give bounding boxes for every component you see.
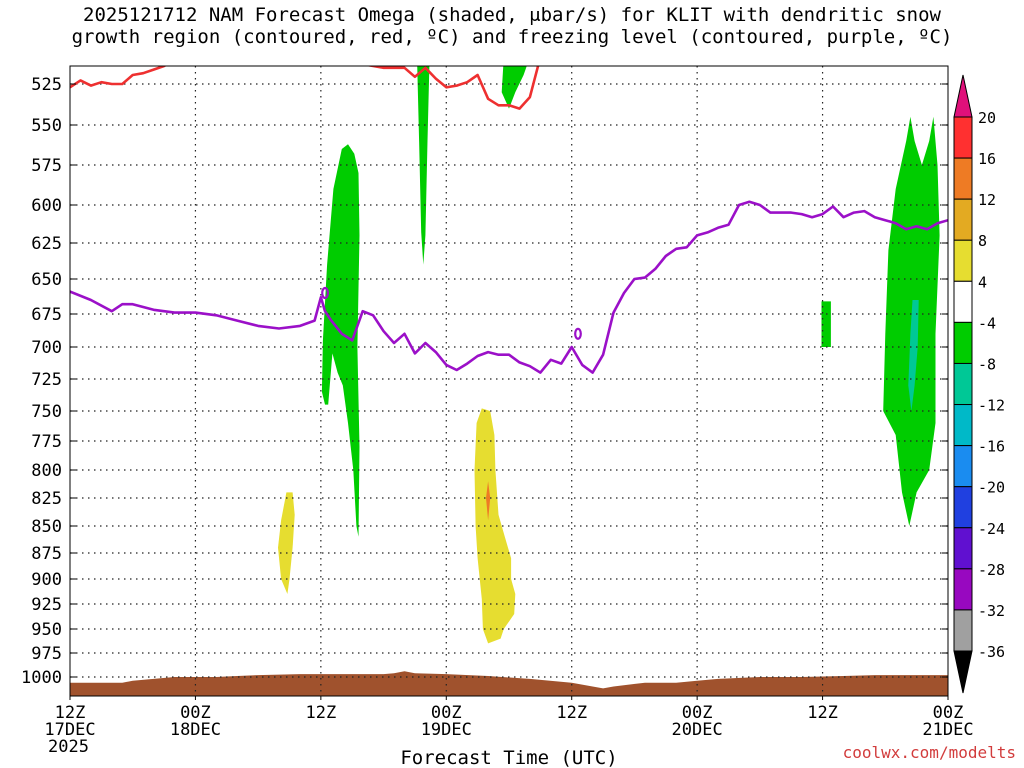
freezing-level-line <box>70 200 948 374</box>
y-tick-label-575: 575 <box>31 156 62 176</box>
omega-region-orange-core-03z-19dec <box>486 481 491 521</box>
y-tick-label-725: 725 <box>31 370 62 390</box>
colorbar-swatch-11 <box>953 527 973 570</box>
y-tick-label-1000: 1000 <box>21 668 62 688</box>
omega-region-green-band-12z-18z-18dec <box>321 144 360 537</box>
y-tick-label-850: 850 <box>31 517 62 537</box>
x-tick-label-48-1: 12Z <box>556 703 587 723</box>
colorbar-swatch-9 <box>953 445 973 488</box>
y-tick-label-950: 950 <box>31 620 62 640</box>
y-tick-label-975: 975 <box>31 644 62 664</box>
colorbar-swatch-3 <box>953 198 973 241</box>
colorbar-label-neg24: -24 <box>978 520 1005 538</box>
y-tick-label-550: 550 <box>31 116 62 136</box>
x-tick-label-84-2: 21DEC <box>922 720 973 740</box>
colorbar-label-20: 20 <box>978 109 996 127</box>
x-tick-label-36-1: 00Z <box>431 703 462 723</box>
colorbar-label-neg16: -16 <box>978 438 1005 456</box>
terrain <box>70 671 948 696</box>
colorbar-swatch-7 <box>953 362 973 406</box>
title-line-2: growth region (contoured, red, ºC) and f… <box>71 26 953 48</box>
y-axis: 525 550 575 600 625 650 675 700 725 750 775 800 825 8… <box>21 75 948 688</box>
omega-region-green-small-patch-12z-20dec <box>821 301 831 347</box>
colorbar-swatch-13 <box>953 609 973 652</box>
omega-region-green-streak-near-21z-18dec <box>417 66 430 265</box>
colorbar-swatch-10 <box>953 486 973 529</box>
colorbar-label-16: 16 <box>978 150 996 168</box>
x-tick-label-24-1: 12Z <box>305 703 336 723</box>
colorbar-swatch-6 <box>953 321 973 364</box>
credit-text: coolwx.com/modelts <box>842 743 1016 762</box>
y-tick-label-625: 625 <box>31 234 62 254</box>
colorbar: 20 16 12 8 4 -4 -8 -12 -16 -20 -24 -28 -32 -36 <box>953 74 1005 694</box>
x-tick-label-0-1: 12Z <box>55 703 86 723</box>
x-tick-label-60-1: 00Z <box>682 703 713 723</box>
omega-region-green-patch-aloft-03z-19dec <box>501 66 527 109</box>
grid <box>70 66 948 696</box>
colorbar-top-arrow <box>953 74 973 118</box>
colorbar-label-neg20: -20 <box>978 479 1005 497</box>
y-tick-label-750: 750 <box>31 402 62 422</box>
colorbar-label-neg32: -32 <box>978 602 1005 620</box>
y-tick-label-700: 700 <box>31 338 62 358</box>
x-tick-label-12-2: 18DEC <box>170 720 221 740</box>
colorbar-label-8: 8 <box>978 232 987 250</box>
terrain-fill <box>70 671 948 696</box>
x-tick-label-84-1: 00Z <box>933 703 964 723</box>
y-tick-label-775: 775 <box>31 432 62 452</box>
colorbar-swatch-2 <box>953 157 973 200</box>
x-tick-label-60-2: 20DEC <box>672 720 723 740</box>
dendritic-growth-line <box>70 66 540 110</box>
title-line-1: 2025121712 NAM Forecast Omega (shaded, μ… <box>83 4 941 26</box>
x-tick-label-0-3: 2025 <box>48 737 89 757</box>
colorbar-label-neg28: -28 <box>978 561 1005 579</box>
contour-lines <box>70 66 948 374</box>
colorbar-label-neg8: -8 <box>978 355 996 373</box>
omega-region-teal-core-18z-20dec <box>908 300 919 411</box>
colorbar-swatch-4 <box>953 239 973 282</box>
omega-region-yellow-column-03z-19dec <box>474 408 516 644</box>
colorbar-label-neg12: -12 <box>978 397 1005 415</box>
y-tick-label-825: 825 <box>31 489 62 509</box>
y-tick-label-925: 925 <box>31 595 62 615</box>
y-tick-label-525: 525 <box>31 75 62 95</box>
y-tick-label-900: 900 <box>31 570 62 590</box>
colorbar-swatch-12 <box>953 568 973 611</box>
freezing-level-loop-2 <box>574 327 582 340</box>
omega-shading <box>278 66 940 644</box>
x-axis-title: Forecast Time (UTC) <box>400 747 617 768</box>
x-tick-label-72-1: 12Z <box>807 703 838 723</box>
x-tick-label-36-2: 19DEC <box>421 720 472 740</box>
colorbar-swatch-5 <box>953 280 973 323</box>
colorbar-bottom-arrow <box>953 650 973 694</box>
colorbar-label-4: 4 <box>978 273 987 291</box>
colorbar-label-neg4: -4 <box>978 314 996 332</box>
y-tick-label-650: 650 <box>31 270 62 290</box>
y-tick-label-600: 600 <box>31 196 62 216</box>
colorbar-label-12: 12 <box>978 191 996 209</box>
x-tick-label-12-1: 00Z <box>180 703 211 723</box>
plot-frame <box>69 65 949 697</box>
freezing-level-loop-1 <box>321 286 329 300</box>
omega-region-yellow-patch-06z-18dec <box>278 492 295 594</box>
y-tick-label-675: 675 <box>31 305 62 325</box>
y-tick-label-875: 875 <box>31 544 62 564</box>
colorbar-label-neg36: -36 <box>978 643 1005 661</box>
x-tick-label-0-2: 17DEC <box>44 720 95 740</box>
y-tick-label-800: 800 <box>31 461 62 481</box>
colorbar-swatch-8 <box>953 404 973 447</box>
colorbar-swatch-1 <box>953 116 973 159</box>
chart-title: 2025121712 NAM Forecast Omega (shaded, μ… <box>0 4 1024 48</box>
